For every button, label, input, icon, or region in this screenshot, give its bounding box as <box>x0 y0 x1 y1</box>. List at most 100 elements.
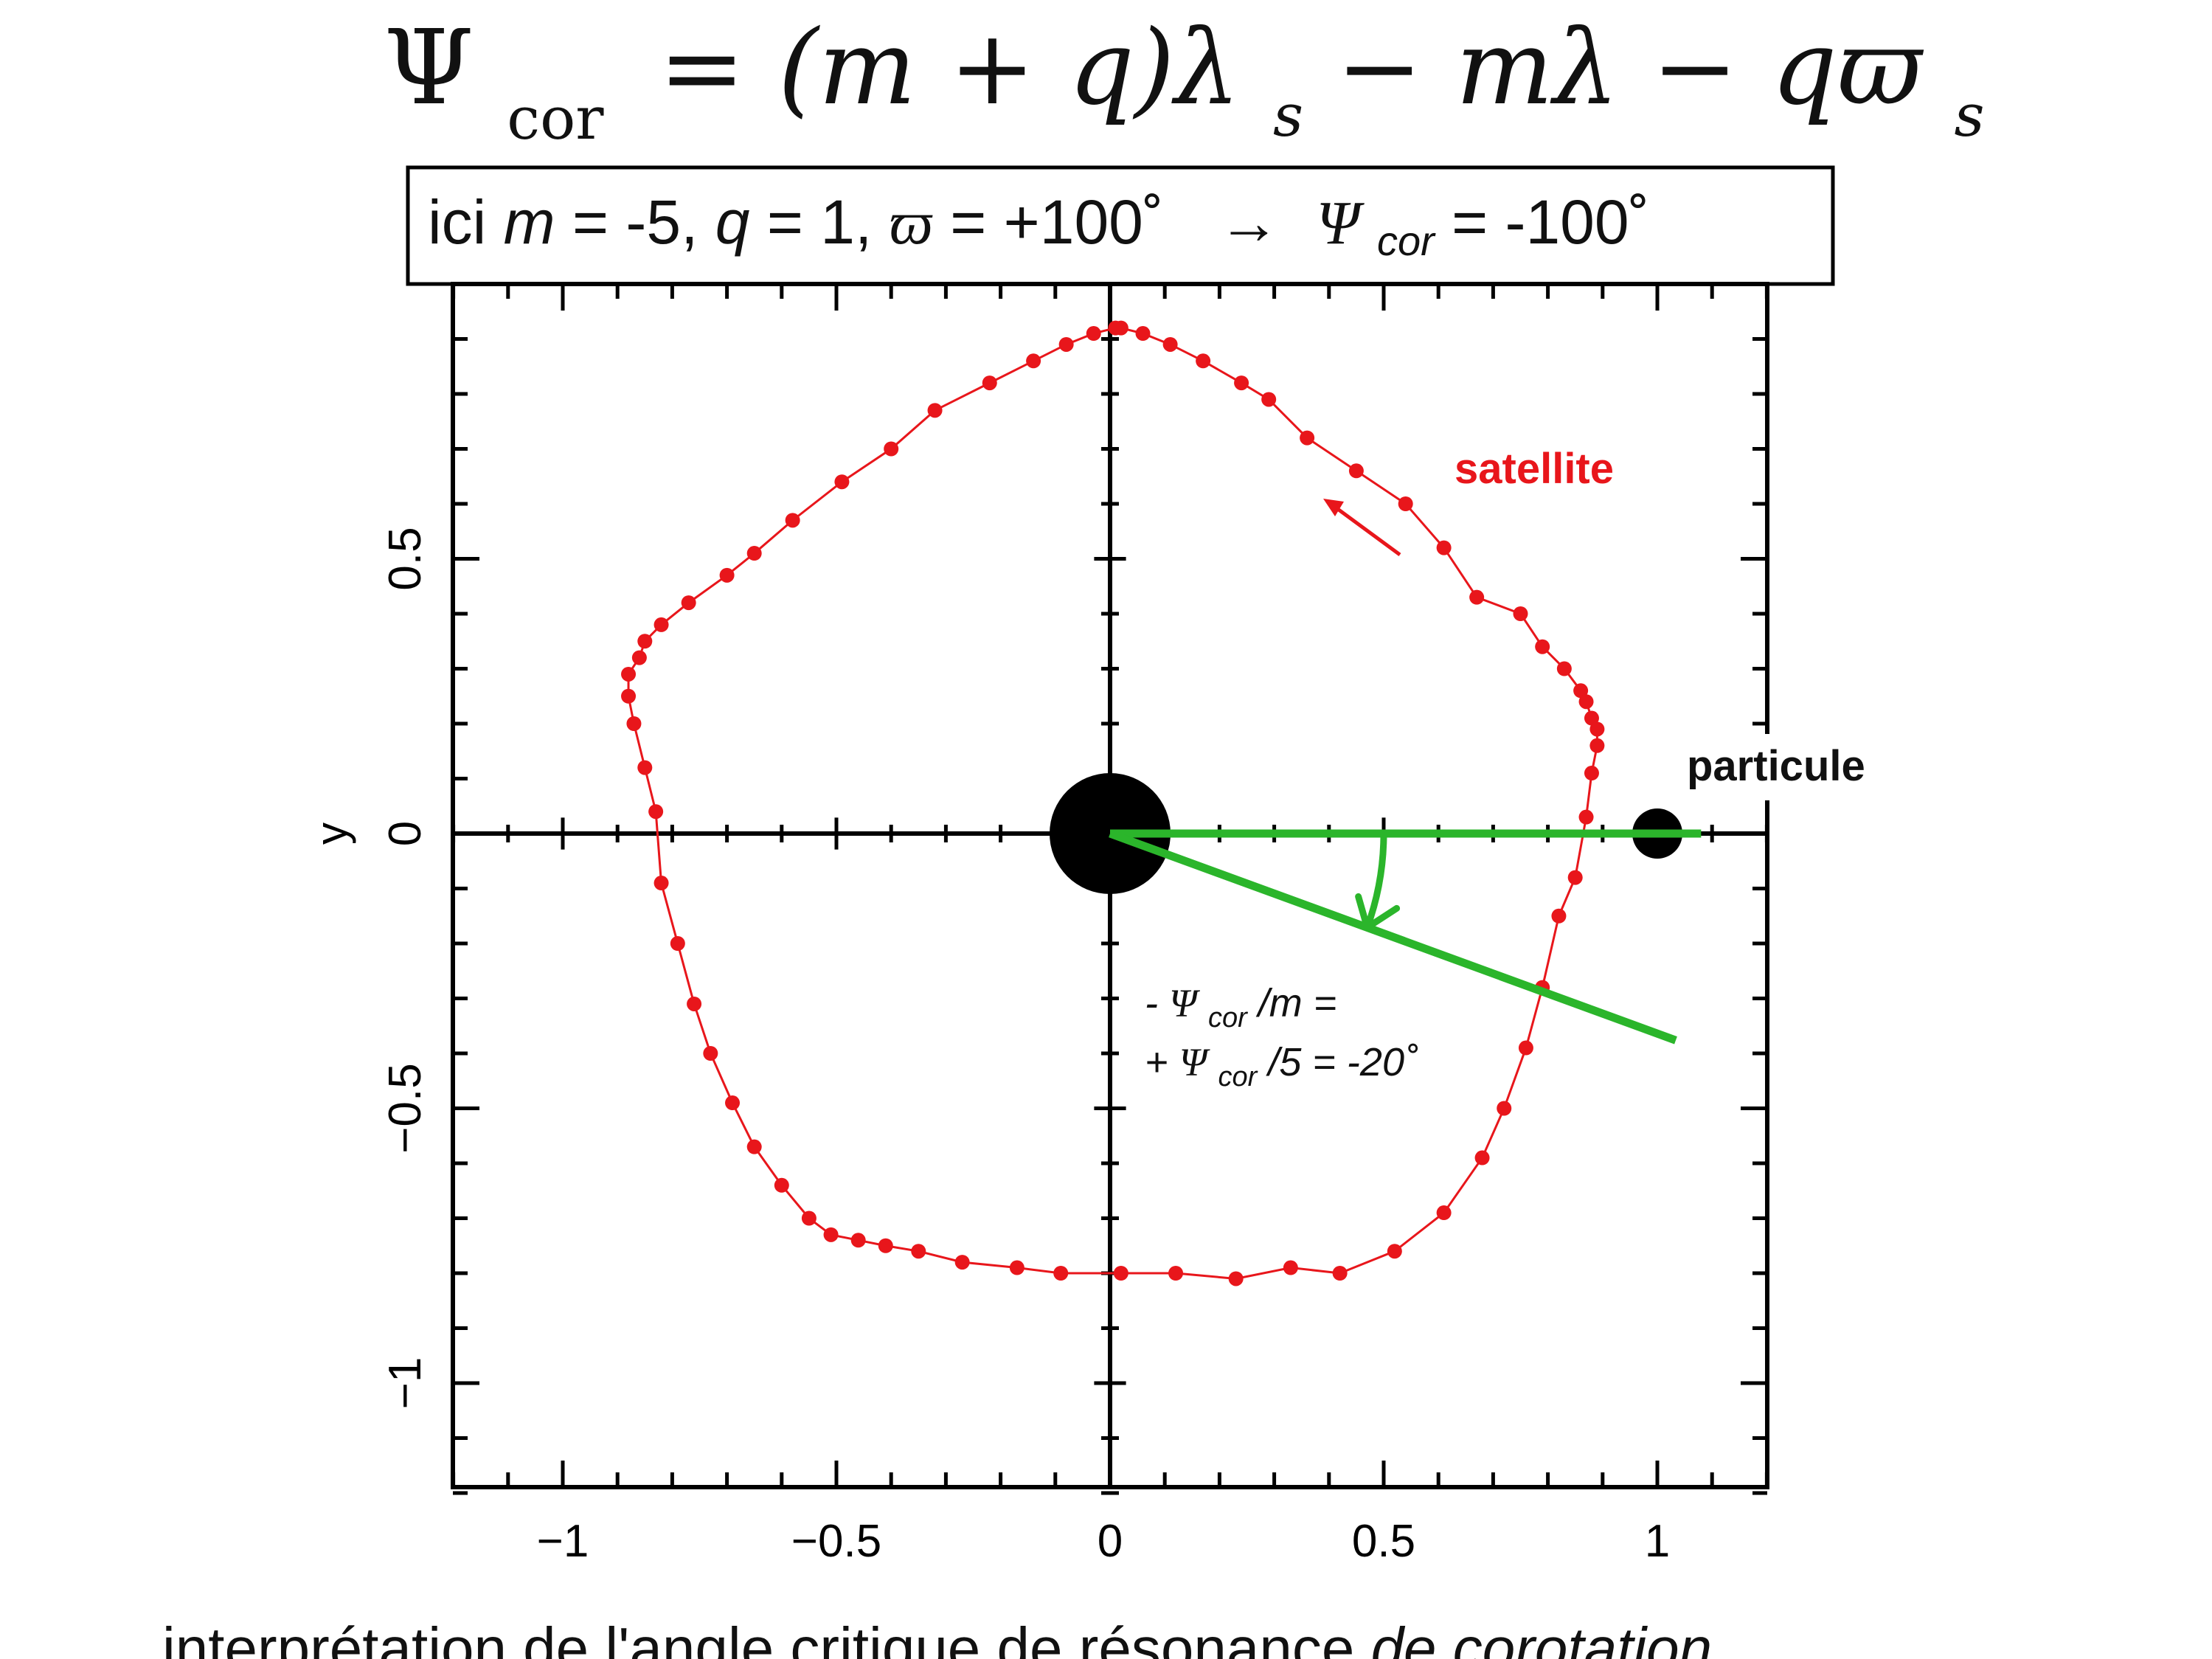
formula-rhs-b-subscript: s <box>1955 81 1985 150</box>
x-tick-label: −1 <box>537 1516 589 1567</box>
particule-label: particule <box>1687 742 1865 790</box>
satellite-point <box>834 474 850 490</box>
satellite-point <box>801 1211 817 1226</box>
angle-line2-suffix: /5 = -20˚ <box>1265 1040 1418 1084</box>
satellite-point <box>785 513 800 528</box>
satellite-point <box>1228 1271 1244 1286</box>
satellite-point <box>1518 1040 1533 1056</box>
angle-line2-subscript: cor <box>1218 1061 1258 1092</box>
parameter-box: ici m = -5, q = 1, ϖ = +100˚ → Ψ cor = -… <box>406 165 1835 286</box>
satellite-point <box>1053 1266 1069 1281</box>
angle-line1-psi: Ψ <box>1169 981 1201 1025</box>
satellite-point <box>1578 809 1594 825</box>
satellite-point <box>927 403 943 418</box>
satellite-direction-arrow <box>1323 499 1401 557</box>
satellite-point <box>1584 710 1599 726</box>
satellite-point <box>1283 1260 1298 1275</box>
formula-psi: Ψ <box>384 8 474 128</box>
satellite-point <box>746 546 762 561</box>
satellite-points <box>621 320 1605 1286</box>
satellite-point <box>1196 353 1211 369</box>
svg-text:Ψ cor = (m + q)λ: Ψ cor = (m + q)λ s − mλ − qϖ s <box>384 8 1985 164</box>
satellite-point <box>626 716 642 731</box>
satellite-point <box>823 1227 839 1242</box>
y-tick-label: −0.5 <box>380 1063 431 1153</box>
satellite-point <box>637 634 653 649</box>
formula-rhs-a: = (m + q)λ <box>659 8 1240 128</box>
plot-area: −1 −0.5 0 0.5 1 −1 −0.5 0 0.5 y satellite partic… <box>307 282 1921 1567</box>
y-tick-label: 0 <box>380 821 431 846</box>
satellite-point <box>1513 606 1528 621</box>
satellite-point <box>1168 1266 1184 1281</box>
x-tick-label: 0 <box>1098 1516 1123 1567</box>
satellite-point <box>725 1095 741 1111</box>
satellite-point <box>631 650 647 665</box>
satellite-point <box>621 666 637 682</box>
satellite-point <box>1578 694 1594 710</box>
satellite-point <box>1387 1244 1402 1259</box>
satellite-point <box>774 1177 789 1193</box>
param-arrow: → <box>1218 189 1280 257</box>
satellite-point <box>1113 1266 1128 1281</box>
parameter-box-frame <box>406 165 1835 286</box>
satellite-point <box>1108 320 1123 336</box>
x-tick-label: −0.5 <box>791 1516 881 1567</box>
param-varpi-value: = +100˚ <box>950 187 1164 257</box>
satellite-point <box>746 1139 762 1154</box>
satellite-point <box>1474 1150 1490 1166</box>
satellite-point <box>1162 336 1178 352</box>
angle-arc-arrow <box>1364 833 1387 929</box>
satellite-point <box>884 441 899 457</box>
satellite-point <box>1436 540 1452 555</box>
formula-rhs-a-subscript: s <box>1273 81 1303 150</box>
formula-title: Ψ cor = (m + q)λ s − mλ − qϖ s <box>384 8 1985 164</box>
satellite-point <box>1497 1101 1512 1116</box>
satellite-point <box>1584 766 1599 781</box>
satellite-point <box>1551 908 1567 924</box>
angle-annotation-line1: - Ψ cor /m = <box>1145 981 1336 1036</box>
param-m-symbol: m <box>504 187 555 257</box>
satellite-point <box>1058 336 1074 352</box>
x-tick-label: 0.5 <box>1352 1516 1415 1567</box>
satellite-point <box>1009 1260 1024 1275</box>
satellite-point <box>653 876 669 891</box>
satellite-point <box>911 1244 926 1259</box>
satellite-point <box>1589 738 1605 753</box>
rotated-line <box>1109 829 1677 1045</box>
satellite-point <box>1589 721 1605 737</box>
angle-line2-psi: Ψ <box>1179 1040 1211 1084</box>
satellite-point <box>1535 639 1550 654</box>
y-tick-label: −1 <box>380 1357 431 1410</box>
formula-psi-subscript: cor <box>507 84 604 153</box>
svg-text:ici m = -5,: ici m = -5, q = 1, ϖ = +100˚ → Ψ cor = -… <box>428 187 1650 269</box>
caption-italic: de corotation <box>1371 1615 1713 1659</box>
param-q-value: = 1, <box>767 187 890 257</box>
param-q-symbol: q <box>715 187 750 257</box>
particule-label-background <box>1678 734 1921 800</box>
satellite-point <box>670 936 685 951</box>
satellite-point <box>1026 353 1041 369</box>
satellite-point <box>982 375 997 391</box>
satellite-point <box>653 617 669 632</box>
satellite-point <box>1234 375 1249 391</box>
tick-labels: −1 −0.5 0 0.5 1 −1 −0.5 0 0.5 <box>380 527 1670 1567</box>
satellite-point <box>648 804 664 820</box>
y-tick-label: 0.5 <box>380 527 431 590</box>
param-ici: ici <box>428 187 504 257</box>
satellite-point <box>1261 392 1277 407</box>
param-m-value: = -5, <box>572 187 715 257</box>
y-axis-label: y <box>307 822 356 845</box>
satellite-point <box>954 1255 970 1270</box>
param-varpi-symbol: ϖ <box>890 189 933 257</box>
satellite-point <box>1469 589 1485 605</box>
angle-line1-subscript: cor <box>1208 1002 1248 1033</box>
formula-rhs-b: − mλ − qϖ <box>1336 8 1924 128</box>
angle-line2-prefix: + <box>1145 1040 1168 1084</box>
satellite-point <box>1135 326 1151 342</box>
satellite-point <box>1556 661 1572 676</box>
angle-arrowhead <box>1355 893 1401 931</box>
satellite-point <box>850 1233 866 1248</box>
satellite-point <box>681 595 696 611</box>
satellite-point <box>621 688 637 704</box>
